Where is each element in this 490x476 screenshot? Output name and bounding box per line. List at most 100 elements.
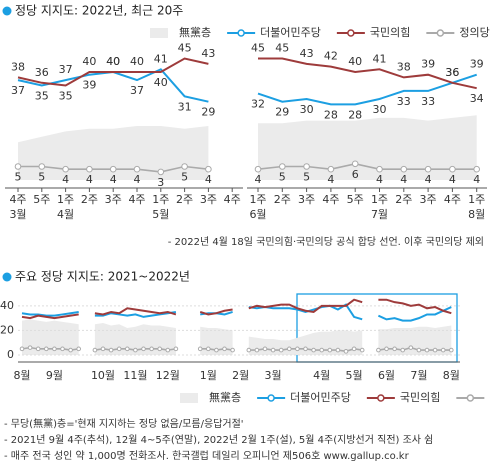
point bbox=[214, 347, 219, 353]
legend-swatch bbox=[150, 28, 168, 38]
point bbox=[230, 347, 235, 353]
data-label: 42 bbox=[324, 50, 338, 63]
legend-label: 無黨층 bbox=[179, 25, 211, 39]
point bbox=[92, 347, 98, 353]
point bbox=[44, 346, 49, 352]
data-label: 4 bbox=[205, 173, 212, 186]
x-tick-label: 1주 bbox=[249, 193, 266, 206]
x-tick-label: 4주 bbox=[444, 193, 461, 206]
data-label: 45 bbox=[251, 42, 265, 55]
point bbox=[449, 347, 454, 353]
point bbox=[76, 346, 81, 352]
x-tick-label: 1주 bbox=[371, 193, 388, 206]
point bbox=[86, 165, 93, 173]
y-tick-label: 40 bbox=[0, 299, 14, 312]
x-month-label: 8월 bbox=[13, 369, 30, 382]
point bbox=[133, 165, 141, 173]
legend-marker bbox=[436, 29, 445, 37]
footnote: - 2021년 9월 4주(추석), 12월 4~5주(연말), 2022년 2… bbox=[4, 434, 433, 446]
point bbox=[440, 347, 446, 353]
line bbox=[377, 306, 452, 322]
line bbox=[21, 313, 79, 320]
data-label: 40 bbox=[130, 55, 144, 68]
data-label: 45 bbox=[178, 42, 192, 55]
line bbox=[199, 308, 233, 316]
point bbox=[359, 347, 365, 353]
legend-label: 정의당 (%) bbox=[459, 26, 490, 39]
note: - 2022년 4월 18일 국민의힘·국민의당 공식 합당 선언. 이후 국민… bbox=[168, 236, 484, 248]
point bbox=[295, 346, 300, 352]
point bbox=[206, 346, 211, 352]
data-label: 4 bbox=[62, 173, 69, 186]
x-tick-label: 2주 bbox=[176, 193, 193, 206]
point bbox=[287, 346, 292, 352]
x-tick-label: 2주 bbox=[274, 193, 291, 206]
x-month-label: 1월 bbox=[200, 369, 217, 382]
x-month-label: 9월 bbox=[46, 369, 63, 382]
chart-title: 주요 정당 지지도: 2021~2022년 bbox=[15, 270, 190, 284]
legend-swatch bbox=[180, 393, 198, 403]
line bbox=[248, 298, 363, 314]
data-label: 5 bbox=[15, 171, 22, 184]
point bbox=[351, 160, 359, 168]
point bbox=[133, 347, 138, 353]
x-month-label: 6월 bbox=[249, 208, 266, 221]
line bbox=[94, 307, 177, 316]
data-label: 4 bbox=[86, 173, 93, 186]
legend-marker bbox=[377, 394, 385, 402]
area bbox=[94, 323, 176, 355]
x-tick-label: 1주 bbox=[57, 193, 74, 206]
x-tick-label: 4주 bbox=[224, 193, 241, 206]
x-tick-label: 4주 bbox=[9, 193, 26, 206]
data-label: 4 bbox=[255, 173, 262, 186]
point bbox=[424, 347, 430, 353]
point bbox=[38, 163, 46, 170]
area bbox=[378, 325, 452, 355]
point bbox=[254, 347, 260, 353]
point bbox=[149, 346, 154, 352]
line bbox=[258, 57, 477, 90]
data-label: 40 bbox=[82, 55, 96, 68]
data-label: 35 bbox=[59, 90, 73, 103]
x-month-label: 8월 bbox=[468, 208, 485, 221]
point bbox=[335, 347, 341, 353]
data-label: 6 bbox=[352, 168, 359, 181]
x-tick-label: 4주 bbox=[322, 193, 339, 206]
legend-marker bbox=[237, 29, 245, 37]
line bbox=[378, 298, 452, 315]
point bbox=[376, 347, 381, 353]
x-tick-label: 2주 bbox=[395, 193, 412, 206]
point bbox=[343, 349, 349, 354]
x-month-label: 8월 bbox=[443, 369, 460, 382]
x-month-label: 7월 bbox=[410, 369, 427, 382]
x-month-label: 3월 bbox=[9, 208, 26, 221]
data-label: 39 bbox=[82, 79, 96, 92]
data-label: 5 bbox=[279, 171, 286, 184]
x-month-label: 11월 bbox=[123, 369, 147, 382]
data-label: 38 bbox=[397, 60, 411, 73]
data-label: 39 bbox=[421, 58, 435, 71]
line bbox=[94, 310, 177, 318]
x-month-label: 6월 bbox=[378, 369, 395, 382]
data-label: 4 bbox=[400, 173, 407, 186]
line-layer bbox=[17, 57, 478, 353]
point bbox=[181, 163, 188, 170]
point bbox=[246, 347, 252, 353]
data-label: 37 bbox=[59, 63, 73, 76]
x-tick-label: 3주 bbox=[200, 193, 217, 206]
point bbox=[327, 165, 335, 173]
x-month-label: 4월 bbox=[313, 369, 330, 382]
point bbox=[68, 347, 73, 353]
x-month-label: 5월 bbox=[346, 369, 363, 382]
legend-marker bbox=[267, 394, 275, 402]
point bbox=[52, 346, 57, 352]
data-label: 28 bbox=[324, 108, 338, 121]
point bbox=[165, 347, 171, 353]
point bbox=[400, 165, 408, 173]
y-tick-label: 20 bbox=[0, 323, 14, 336]
data-label: 4 bbox=[376, 173, 383, 186]
data-label: 4 bbox=[449, 173, 456, 186]
data-label: 30 bbox=[373, 103, 387, 116]
x-month-label: 5월 bbox=[152, 208, 169, 221]
